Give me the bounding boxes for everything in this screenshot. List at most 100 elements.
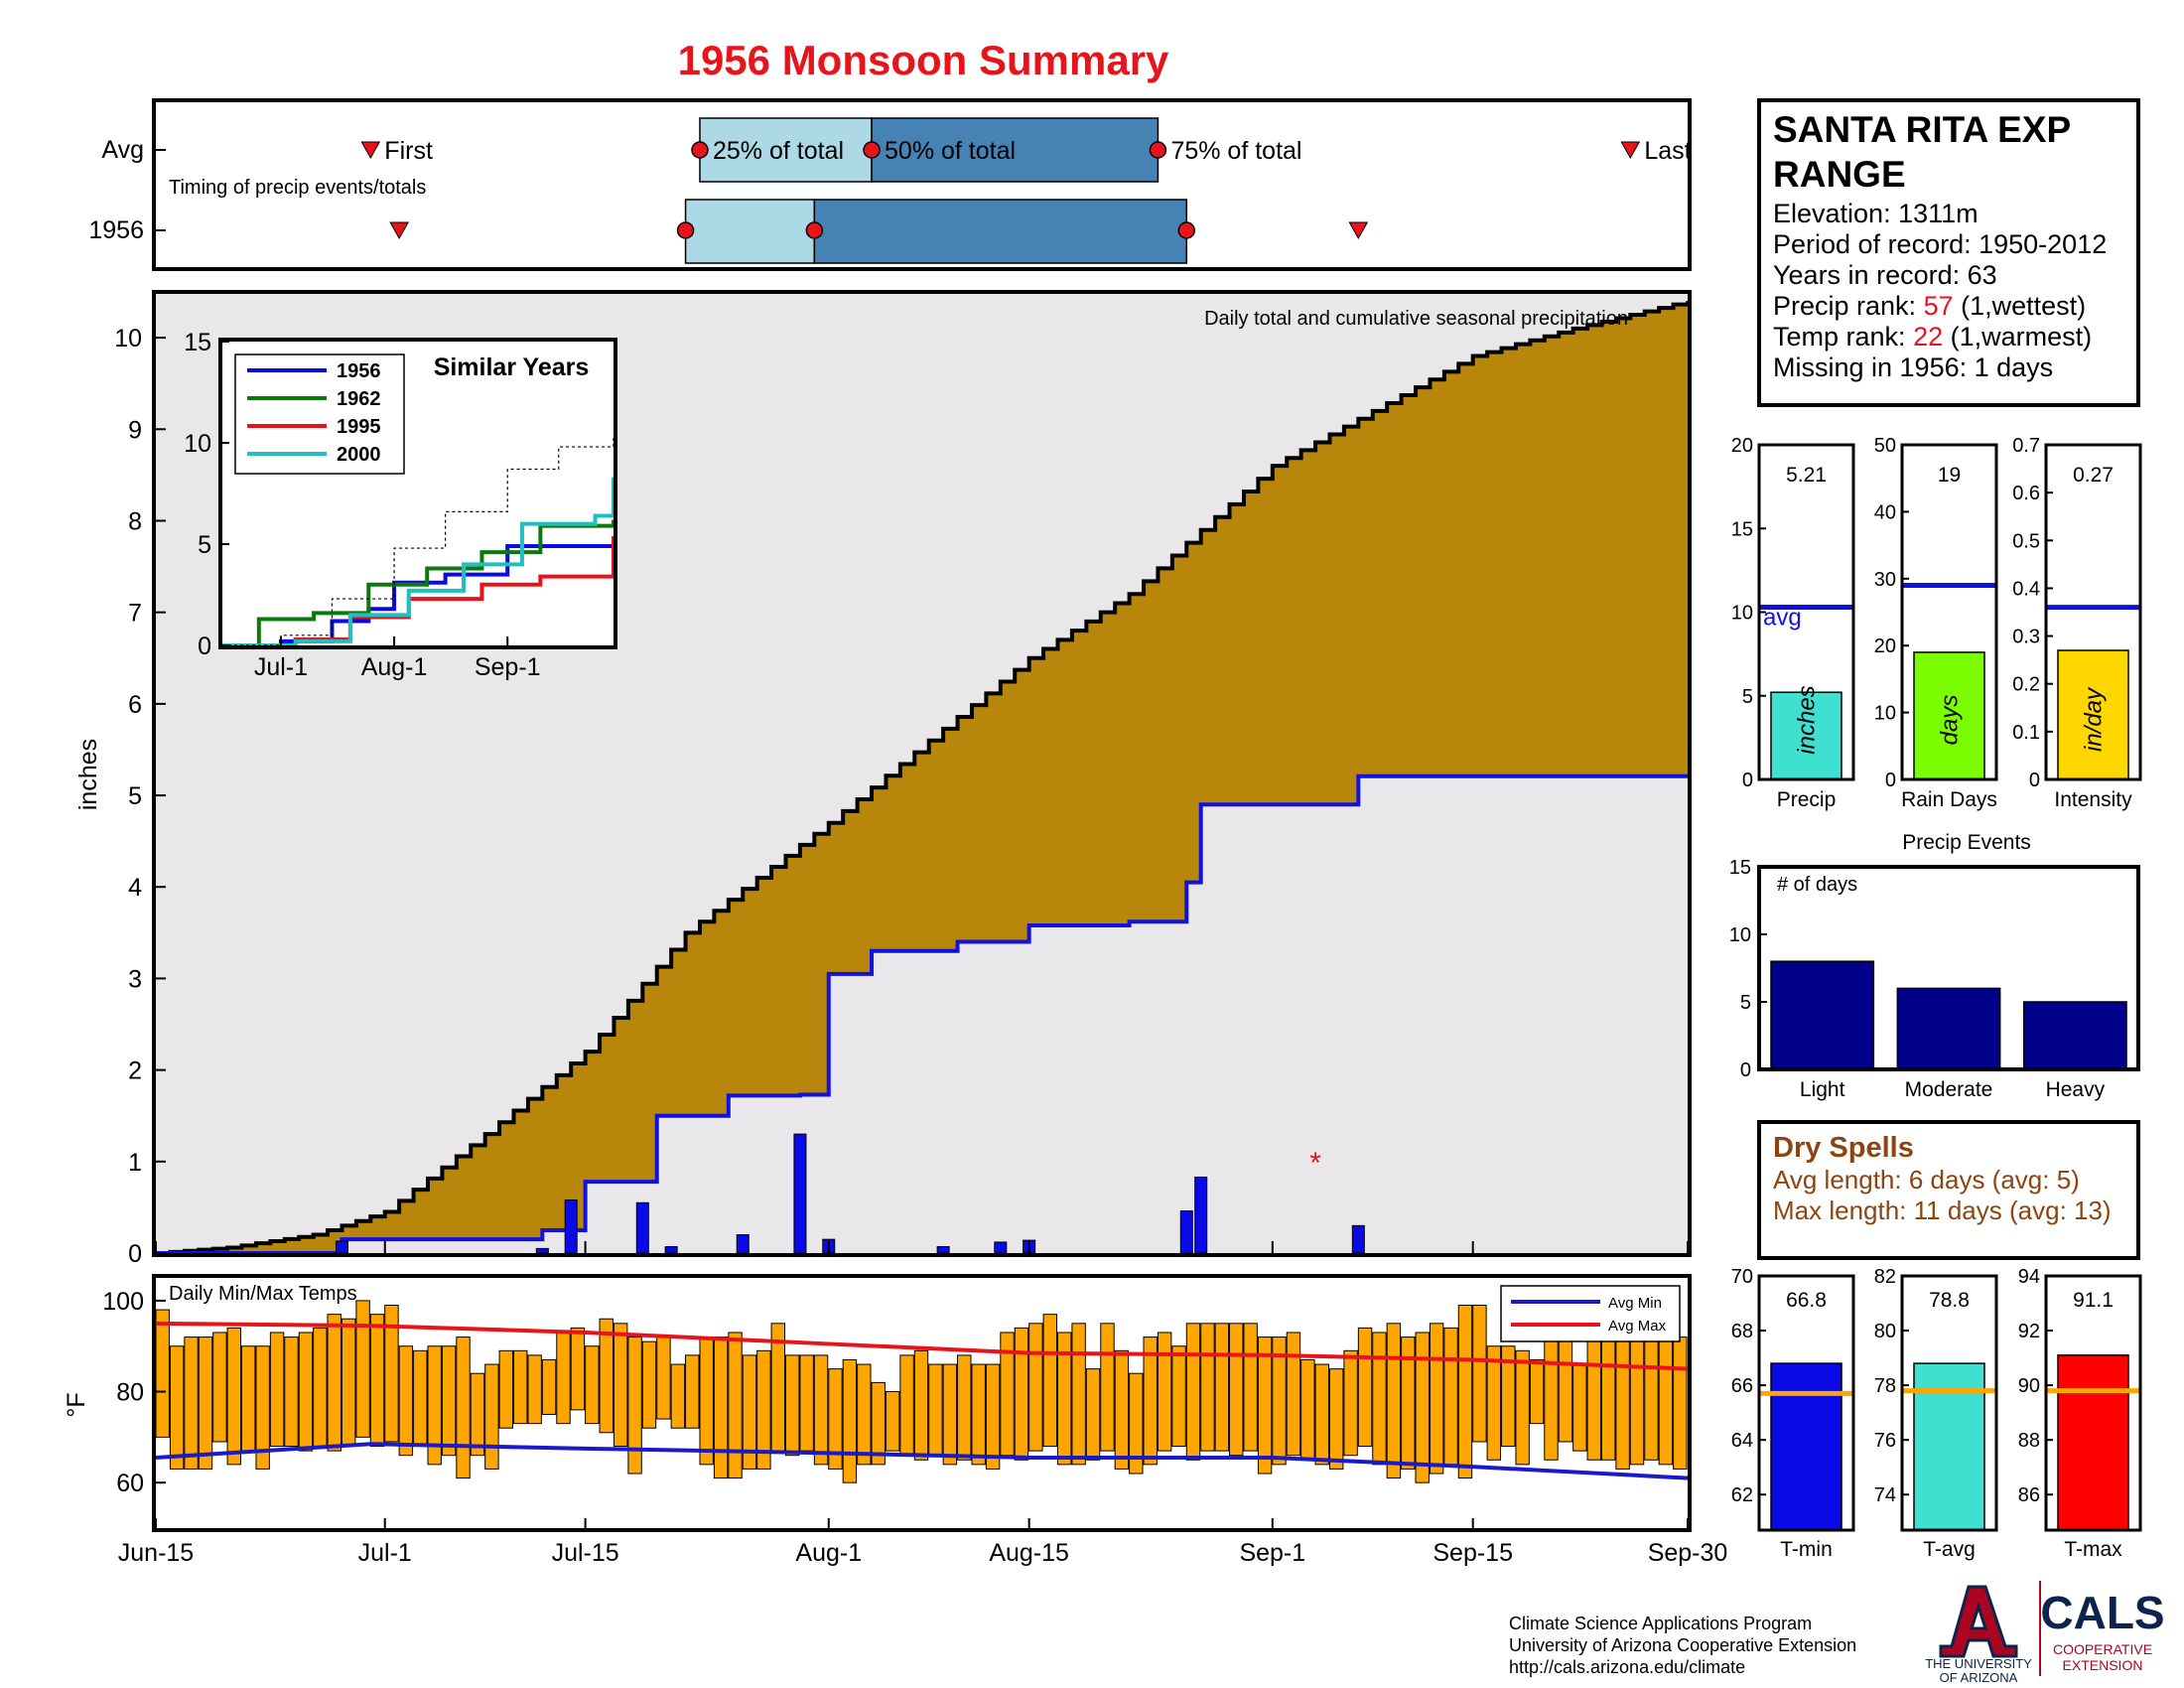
precip-ytick-label: 1 <box>128 1149 142 1177</box>
precip-ytick-label: 2 <box>128 1057 142 1085</box>
temp-tmin-bar <box>1770 1362 1843 1531</box>
cals-wordmark: CALS <box>2040 1587 2164 1638</box>
summary-precip-ytick-label: 0 <box>1742 770 1753 791</box>
temp-legend <box>1500 1285 1681 1342</box>
temp-range-bar <box>1071 1323 1086 1466</box>
timing-dot <box>863 141 881 159</box>
temp-range-bar <box>1056 1332 1072 1466</box>
summary-raindays-bar-text: days <box>1937 695 1964 746</box>
year-cumulative-line <box>156 774 1688 1255</box>
summary-raindays-ytick-label: 20 <box>1874 635 1896 657</box>
temp-range-bar <box>1629 1323 1645 1466</box>
x-tick-label: Jul-15 <box>552 1539 619 1567</box>
temp-ylabel: °F <box>63 1392 90 1417</box>
x-tick-label: Jun-15 <box>118 1539 194 1567</box>
temp-range-bar <box>1415 1332 1430 1483</box>
avg-max-line <box>155 1321 1689 1371</box>
daily-precip-bar <box>664 1246 678 1254</box>
temp-range-bar <box>1658 1323 1674 1466</box>
temp-range-bar <box>713 1336 729 1479</box>
inset-ytick-label: 10 <box>184 430 211 458</box>
summary-raindays-ytick-label: 40 <box>1874 501 1896 523</box>
temp-tmax-ytick-label: 86 <box>2018 1484 2040 1506</box>
timing-dot <box>676 221 695 239</box>
inset-xtick-label: Sep-1 <box>475 653 541 681</box>
temp-tavg-ytick-label: 80 <box>1874 1321 1896 1342</box>
temp-range-bar <box>1486 1345 1502 1461</box>
timing-box-q25 <box>684 199 816 264</box>
station-missing: Missing in 1956: 1 days <box>1773 352 2053 382</box>
inset-ytick-label: 5 <box>198 531 211 559</box>
temp-range-bar <box>756 1349 771 1470</box>
temp-tmin-label: T-min <box>1780 1538 1833 1561</box>
temp-tmax-ytick-label: 94 <box>2018 1266 2040 1288</box>
ua-line-2: OF ARIZONA <box>1940 1670 2018 1685</box>
temp-range-bar <box>813 1354 829 1466</box>
temp-range-bar <box>1300 1358 1315 1461</box>
station-precip-rank: Precip rank: 57 (1,wettest) <box>1773 291 2086 321</box>
temp-range-bar <box>1028 1323 1043 1452</box>
inset-legend-label-2000: 2000 <box>337 444 381 466</box>
temp-range-bar <box>198 1336 213 1470</box>
summary-precip-value: 5.21 <box>1786 464 1827 487</box>
events-ytick-label: 15 <box>1729 857 1751 879</box>
temp-range-bar <box>570 1327 586 1411</box>
temp-tmax-ytick-label: 92 <box>2018 1321 2040 1342</box>
precip-ytick-label: 0 <box>128 1240 142 1268</box>
summary-precip-bar <box>1770 691 1843 780</box>
cals-logo: CALS COOPERATIVE EXTENSION <box>2040 1587 2164 1673</box>
events-ytick-label: 0 <box>1740 1059 1751 1081</box>
temp-range-bar <box>269 1332 285 1448</box>
temp-tavg-ytick-label: 78 <box>1874 1375 1896 1397</box>
temp-range-bar <box>728 1332 743 1479</box>
summary-precip-ytick-label: 10 <box>1731 603 1753 625</box>
events-frame <box>1757 865 2140 1071</box>
inset-legend-label-1962: 1962 <box>337 388 381 410</box>
temp-range-bar <box>1586 1332 1601 1461</box>
temp-range-bar <box>942 1363 958 1466</box>
events-title: Precip Events <box>1902 831 2031 854</box>
temp-range-bar <box>456 1336 471 1479</box>
temp-range-bar <box>1286 1332 1301 1457</box>
inset-ytick-label: 15 <box>184 329 211 356</box>
dry-spells-frame <box>1757 1120 2140 1260</box>
summary-intensity-ytick-label: 0 <box>2029 770 2040 791</box>
cals-sub-2: EXTENSION <box>2063 1657 2143 1673</box>
summary-precip-ytick-label: 5 <box>1742 686 1753 708</box>
summary-raindays-ytick-label: 0 <box>1885 770 1896 791</box>
x-tick-label: Jul-1 <box>358 1539 412 1567</box>
precip-ytick-label: 7 <box>128 600 142 628</box>
daily-precip-bar <box>335 1240 348 1254</box>
timing-subtitle: Timing of precip events/totals <box>169 177 426 199</box>
events-category-label: Light <box>1800 1078 1845 1101</box>
summary-raindays-frame <box>1900 443 1998 781</box>
timing-first-label: First <box>384 137 433 165</box>
inset-series-avg <box>222 436 614 646</box>
temp-range-bar <box>1343 1349 1358 1457</box>
temp-tavg-frame <box>1900 1274 1998 1532</box>
station-info: SANTA RITA EXP RANGE Elevation: 1311m Pe… <box>1757 98 2140 407</box>
temp-range-bar <box>828 1368 843 1470</box>
timing-dot <box>1149 141 1167 159</box>
temp-range-bar <box>1429 1323 1444 1475</box>
temp-range-bar <box>556 1332 571 1425</box>
timing-dot <box>691 141 709 159</box>
temp-range-bar <box>427 1345 442 1466</box>
temp-panel: 60 80 100 Daily Min/Max Temps °F Avg Min A… <box>63 1274 1692 1532</box>
precip-ytick-label: 8 <box>128 507 142 535</box>
events-annotation: # of days <box>1777 874 1857 896</box>
x-tick-label: Sep-30 <box>1648 1539 1728 1567</box>
summary-precip-avg-label: avg <box>1763 604 1802 631</box>
temp-range-bar <box>670 1363 686 1429</box>
station-name-2: RANGE <box>1773 154 1906 195</box>
temp-range-bar <box>885 1391 900 1452</box>
temp-range-bar <box>441 1345 457 1457</box>
temp-range-bar <box>1357 1327 1373 1448</box>
timing-q75-label: 75% of total <box>1170 137 1301 165</box>
temp-range-bar <box>928 1363 943 1457</box>
timing-q50-label: 50% of total <box>885 137 1016 165</box>
timing-triangle <box>389 221 410 240</box>
temp-range-bar <box>1314 1363 1329 1466</box>
temp-range-bar <box>226 1327 242 1466</box>
timing-box-q50 <box>813 199 1188 264</box>
